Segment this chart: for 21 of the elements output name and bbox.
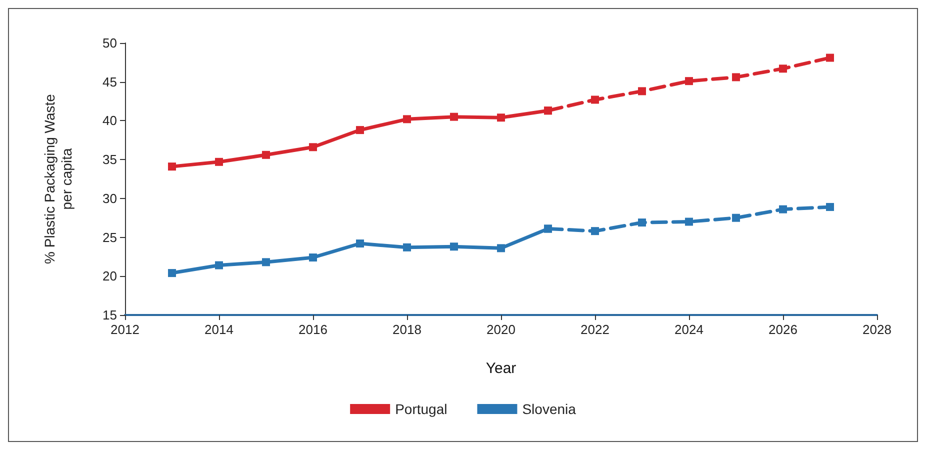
- legend-label: Slovenia: [522, 401, 576, 417]
- y-tick-label: 15: [102, 308, 117, 322]
- x-axis-title: Year: [486, 360, 516, 377]
- y-tick-label: 30: [102, 190, 117, 206]
- x-tick-label: 2012: [110, 322, 140, 337]
- x-tick-label: 2018: [392, 322, 422, 337]
- x-tick-label: 2024: [674, 322, 704, 337]
- y-tick-label: 50: [102, 36, 117, 50]
- x-tick-label: 2016: [298, 322, 328, 337]
- legend-label: Portugal: [395, 401, 448, 417]
- y-tick-label: 25: [102, 230, 117, 245]
- y-tick-label: 45: [102, 74, 117, 90]
- x-tick-label: 2022: [580, 322, 610, 337]
- x-tick-label: 2020: [486, 322, 516, 337]
- y-tick-label: 35: [102, 152, 117, 168]
- x-tick-label: 2014: [204, 322, 234, 337]
- y-tick-label: 20: [102, 268, 117, 284]
- x-tick-label: 2028: [862, 322, 892, 337]
- x-tick-label: 2026: [768, 322, 798, 337]
- y-axis-title: % Plastic Packaging Waste per capita: [42, 94, 74, 264]
- y-tick-label: 40: [102, 113, 117, 128]
